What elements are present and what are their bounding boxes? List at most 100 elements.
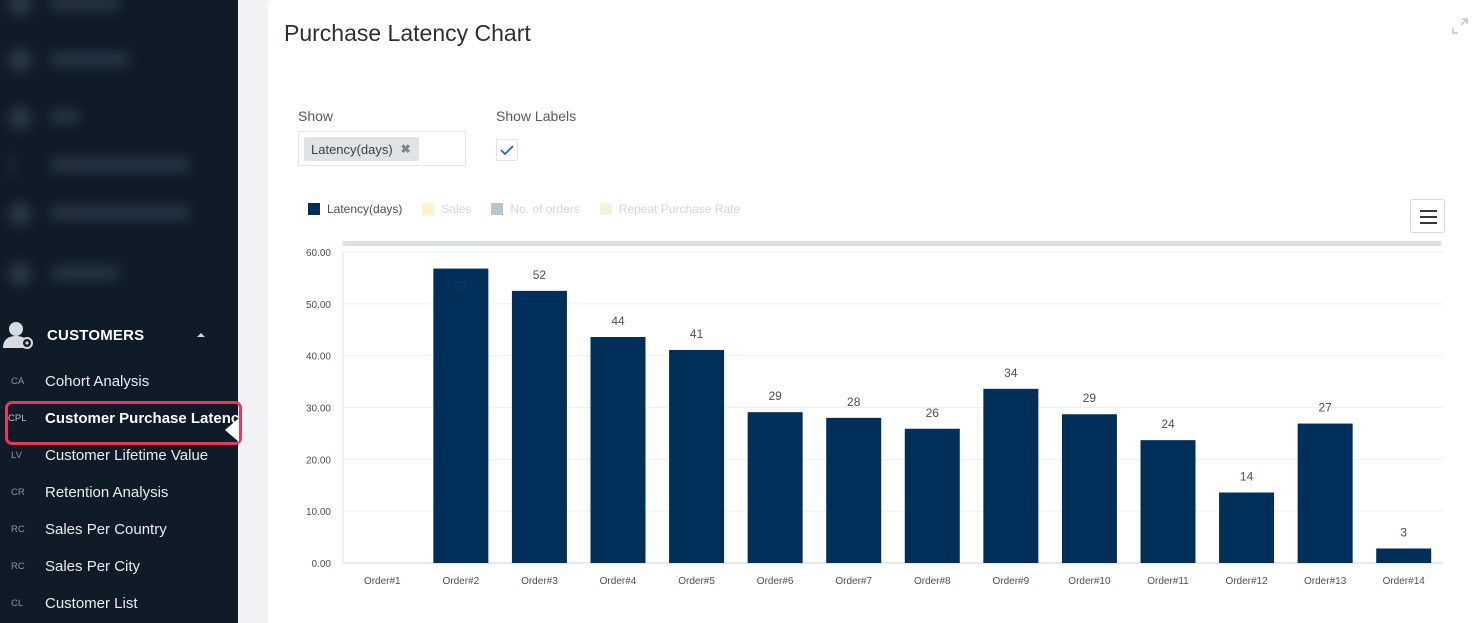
x-tick-label: Order#11 [1147, 576, 1189, 587]
customers-icon [3, 322, 33, 349]
x-tick-label: Order#2 [443, 576, 480, 587]
blurred-nav-item[interactable] [0, 146, 238, 186]
show-labels-checkbox[interactable] [496, 139, 518, 161]
blurred-nav-item[interactable] [0, 40, 238, 80]
show-labels-label: Show Labels [496, 108, 577, 124]
x-tick-label: Order#7 [835, 576, 872, 587]
bar-chart: 0.00 10.00 20.00 30.00 40.00 50.00 60.00 Order#… [306, 241, 1443, 587]
nav-abbr: LV [11, 450, 22, 461]
chart-legend: Latency(days) Sales No. of orders Repeat Pu… [308, 202, 740, 216]
data-label: 44 [611, 314, 625, 328]
nav-item-customer-purchase-latency[interactable]: CPL Customer Purchase Latency [0, 402, 238, 436]
blurred-nav-item[interactable] [0, 194, 238, 234]
y-tick-label: 60.00 [306, 248, 331, 259]
nav-item-retention-analysis[interactable]: CR Retention Analysis [0, 476, 238, 510]
blurred-nav-item[interactable] [0, 98, 238, 138]
bar [1219, 492, 1275, 563]
bar [511, 290, 567, 563]
data-label: 29 [1083, 391, 1097, 405]
nav-item-sales-per-city[interactable]: RC Sales Per City [0, 550, 238, 584]
x-tick-label: Order#10 [1068, 576, 1111, 587]
selected-tag: Latency(days) ✖ [304, 137, 419, 161]
legend-label: Repeat Purchase Rate [618, 202, 741, 216]
nav-label: Sales Per Country [45, 521, 167, 538]
bar [1140, 440, 1196, 563]
x-tick-label: Order#13 [1304, 576, 1347, 587]
checkmark-icon [500, 145, 514, 156]
data-label: 14 [1240, 470, 1254, 484]
data-label: 27 [1318, 401, 1332, 415]
y-tick-label: 10.00 [306, 507, 331, 518]
nav-abbr: CA [11, 376, 25, 387]
nav-item-customer-lifetime-value[interactable]: LV Customer Lifetime Value [0, 439, 238, 473]
bar [747, 412, 803, 563]
legend-item[interactable]: No. of orders [491, 202, 580, 216]
blurred-nav-item[interactable] [0, 254, 238, 294]
legend-item[interactable]: Sales [422, 202, 471, 216]
data-label: 24 [1161, 417, 1175, 431]
x-tick-label: Order#3 [521, 576, 558, 587]
legend-item[interactable]: Latency(days) [308, 202, 402, 216]
data-label: 3 [1400, 525, 1407, 539]
y-tick-label: 50.00 [306, 300, 331, 311]
page-title: Purchase Latency Chart [284, 20, 531, 46]
y-tick-label: 30.00 [306, 404, 331, 415]
chart-panel: Purchase Latency Chart Show Latency(days… [268, 0, 1482, 623]
nav-item-sales-per-country[interactable]: RC Sales Per Country [0, 513, 238, 547]
nav-abbr: CR [11, 487, 25, 498]
legend-label: No. of orders [510, 202, 580, 216]
sidebar: CUSTOMERS CA Cohort Analysis CPL Custome… [0, 0, 238, 623]
bar [669, 349, 725, 563]
y-tick-label: 0.00 [312, 559, 332, 570]
data-label: 34 [1004, 366, 1018, 380]
caret-up-icon [197, 333, 205, 337]
nav-item-cohort-analysis[interactable]: CA Cohort Analysis [0, 365, 238, 399]
show-label: Show [298, 108, 334, 124]
active-item-pointer [225, 418, 239, 442]
nav-abbr: RC [11, 524, 25, 535]
x-tick-label: Order#1 [364, 576, 401, 587]
tag-label: Latency(days) [311, 141, 393, 157]
data-label: 52 [533, 268, 547, 282]
data-label: 41 [690, 327, 704, 341]
nav-label: Customer List [45, 595, 138, 612]
legend-label: Sales [441, 202, 472, 216]
x-tick-label: Order#9 [993, 576, 1030, 587]
data-label: 29 [768, 389, 782, 403]
nav-label: Customer Purchase Latency [45, 410, 238, 427]
bar [826, 417, 882, 563]
x-tick-label: Order#4 [600, 576, 637, 587]
chart-menu-button[interactable] [1410, 199, 1445, 233]
section-title: CUSTOMERS [47, 327, 145, 344]
bar [433, 268, 489, 563]
legend-swatch [599, 203, 612, 215]
nav-label: Sales Per City [45, 558, 141, 575]
bar [983, 388, 1039, 563]
blurred-nav-item[interactable] [0, 0, 238, 24]
x-tick-label: Order#5 [678, 576, 715, 587]
hamburger-icon [1420, 210, 1437, 212]
bar [590, 337, 646, 563]
x-tick-label: Order#14 [1383, 576, 1426, 587]
data-label: 57 [454, 280, 468, 294]
show-multiselect[interactable]: Latency(days) ✖ [298, 131, 466, 166]
x-tick-label: Order#12 [1225, 576, 1268, 587]
expand-icon[interactable] [1452, 18, 1468, 34]
legend-label: Latency(days) [327, 202, 403, 216]
active-item-highlight [5, 401, 242, 445]
customers-section-header[interactable]: CUSTOMERS [0, 318, 238, 354]
chart-top-band [343, 241, 1441, 246]
y-tick-label: 20.00 [306, 455, 331, 466]
data-label: 28 [847, 395, 861, 409]
nav-label: Cohort Analysis [45, 373, 150, 390]
x-tick-label: Order#6 [757, 576, 794, 587]
x-tick-label: Order#8 [914, 576, 951, 587]
bar [1297, 423, 1353, 563]
data-label: 26 [926, 406, 940, 420]
nav-item-customer-list[interactable]: CL Customer List [0, 587, 238, 621]
remove-tag-icon[interactable]: ✖ [400, 142, 411, 156]
nav-abbr: CL [11, 598, 24, 609]
y-tick-label: 40.00 [306, 352, 331, 363]
legend-swatch [308, 203, 320, 215]
legend-item[interactable]: Repeat Purchase Rate [599, 202, 741, 216]
